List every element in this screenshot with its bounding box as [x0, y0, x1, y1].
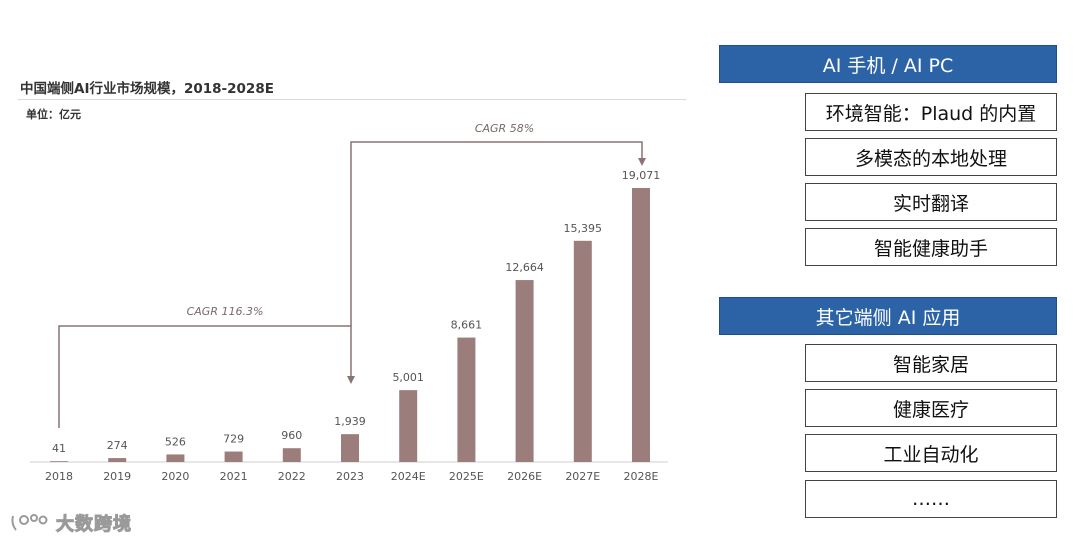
panel-header-ai-phone-pc: AI 手机 / AI PC — [719, 45, 1057, 83]
ip-logo-icon — [11, 514, 48, 531]
panel-item-multimodal-local: 多模态的本地处理 — [805, 138, 1057, 176]
cagr-label-2018-2023: CAGR 116.3% — [187, 305, 264, 318]
panel-header-other-edge-ai: 其它端侧 AI 应用 — [719, 297, 1057, 335]
data-label-2021: 729 — [223, 433, 244, 446]
bar-2024E — [399, 390, 418, 462]
cagr-arrowhead-2018-2023 — [347, 376, 355, 384]
tick-label-2024E: 2024E — [391, 470, 426, 483]
tick-label-2020: 2020 — [161, 470, 189, 483]
data-label-2022: 960 — [281, 429, 302, 442]
chart-unit: 单位：亿元 — [26, 108, 81, 121]
data-label-2026E: 12,664 — [505, 261, 544, 274]
bar-2026E — [515, 280, 534, 462]
bar-2019 — [108, 458, 127, 462]
watermark: 大数跨境 — [10, 510, 132, 536]
tick-label-2028E: 2028E — [624, 470, 659, 483]
chart-title: 中国端侧AI行业市场规模，2018-2028E — [20, 81, 274, 97]
panel-item-ambient-intelligence: 环境智能：Plaud 的内置 — [805, 93, 1057, 131]
tick-label-2018: 2018 — [45, 470, 73, 483]
panel-item-more: …… — [805, 480, 1057, 518]
tick-label-2027E: 2027E — [565, 470, 600, 483]
bar-chart-svg: 41 2018 274 2019 526 2020 729 2021 960 2022 1,939 2… — [30, 122, 668, 483]
tick-label-2022: 2022 — [278, 470, 306, 483]
data-label-2019: 274 — [107, 439, 128, 452]
cagr-arrowhead-2023-2028E — [638, 158, 646, 166]
tick-label-2023: 2023 — [336, 470, 364, 483]
tick-label-2026E: 2026E — [507, 470, 542, 483]
panel-item-industrial-automation: 工业自动化 — [805, 434, 1057, 472]
market-size-chart: 中国端侧AI行业市场规模，2018-2028E 单位：亿元 41 2018 274 2… — [18, 81, 686, 483]
cagr-bracket-2018-2023 — [58, 325, 352, 428]
data-label-2023: 1,939 — [334, 415, 366, 428]
data-label-2028E: 19,071 — [622, 169, 661, 182]
bar-2021 — [224, 451, 243, 462]
cagr-bracket-2023-2028E — [350, 141, 643, 326]
data-label-2020: 526 — [165, 435, 186, 448]
panel-item-health-assistant: 智能健康助手 — [805, 228, 1057, 266]
watermark-text: 大数跨境 — [56, 514, 132, 536]
bar-2018 — [50, 461, 68, 462]
bar-2023 — [341, 434, 359, 462]
panel-item-healthcare: 健康医疗 — [805, 389, 1057, 427]
bar-2025E — [457, 337, 476, 462]
bar-2028E — [632, 188, 650, 462]
bar-2022 — [282, 448, 301, 462]
panel-item-realtime-translation: 实时翻译 — [805, 183, 1057, 221]
bar-2027E — [573, 240, 592, 462]
tick-label-2021: 2021 — [220, 470, 248, 483]
data-label-2027E: 15,395 — [564, 222, 603, 235]
title-divider — [18, 99, 686, 100]
data-label-2018: 41 — [52, 442, 66, 455]
data-label-2024E: 5,001 — [392, 371, 424, 384]
cagr-label-2023-2028E: CAGR 58% — [475, 122, 534, 135]
tick-label-2025E: 2025E — [449, 470, 484, 483]
data-label-2025E: 8,661 — [451, 319, 483, 332]
bar-2020 — [166, 454, 185, 462]
panel-item-smart-home: 智能家居 — [805, 344, 1057, 382]
tick-label-2019: 2019 — [103, 470, 131, 483]
